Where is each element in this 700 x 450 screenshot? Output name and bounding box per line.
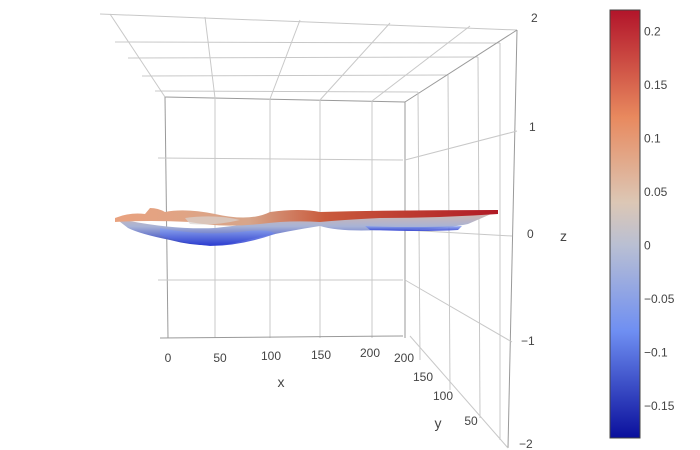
colorbar-tick: 0.1 [644, 131, 661, 145]
z-tick: 2 [531, 11, 538, 25]
colorbar-tick: 0.2 [644, 24, 661, 38]
colorbar: 0.2 0.15 0.1 0.05 0 −0.05 −0.1 −0.15 [609, 9, 675, 439]
x-axis: 0 50 100 150 200 x [165, 346, 381, 390]
x-tick: 150 [311, 348, 331, 362]
x-tick: 50 [213, 351, 227, 365]
colorbar-tick: 0.05 [644, 185, 668, 199]
z-axis: 2 1 0 −1 −2 z [519, 11, 567, 450]
right-wall-grid [404, 29, 518, 449]
surface-blue-dip-left [160, 228, 275, 246]
colorbar-tick: −0.05 [644, 292, 675, 306]
colorbar-tick: 0.15 [644, 78, 668, 92]
colorbar-tick: −0.1 [644, 345, 668, 359]
ceiling-grid [99, 13, 518, 103]
colorbar-tick: 0 [644, 238, 651, 252]
colorbar-tick: −0.15 [644, 399, 675, 413]
x-tick: 100 [261, 349, 281, 363]
y-axis-title: y [435, 415, 442, 431]
y-tick: 150 [413, 370, 433, 384]
y-axis: 200 150 100 50 y [394, 351, 478, 431]
z-tick: 0 [527, 227, 534, 241]
colorbar-gradient [609, 9, 641, 439]
surface-mesh [115, 208, 498, 246]
colorbar-ticks: 0.2 0.15 0.1 0.05 0 −0.05 −0.1 −0.15 [644, 24, 675, 413]
y-tick: 100 [433, 389, 453, 403]
x-axis-title: x [278, 374, 285, 390]
surface-blue-dip-right [365, 226, 462, 231]
x-tick: 0 [165, 351, 172, 365]
z-tick: −2 [519, 437, 533, 450]
x-tick: 200 [360, 346, 380, 360]
z-axis-title: z [560, 228, 567, 244]
y-tick: 200 [394, 351, 414, 365]
surface-light-patch [185, 216, 240, 225]
z-tick: −1 [521, 334, 535, 348]
y-tick: 50 [464, 414, 478, 428]
z-tick: 1 [529, 120, 536, 134]
